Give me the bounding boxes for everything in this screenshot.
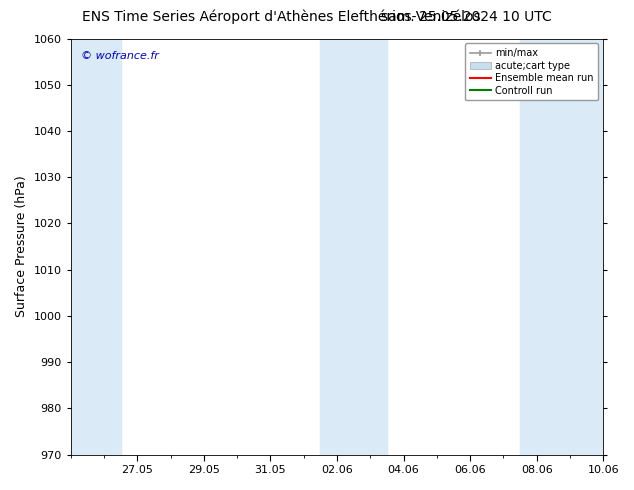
Bar [71, 39, 120, 455]
Legend: min/max, acute;cart type, Ensemble mean run, Controll run: min/max, acute;cart type, Ensemble mean … [465, 44, 598, 100]
Text: ENS Time Series Aéroport d'Athènes Elefthérios-Venizélos: ENS Time Series Aéroport d'Athènes Eleft… [82, 10, 481, 24]
Text: © wofrance.fr: © wofrance.fr [81, 51, 159, 61]
Bar [520, 39, 603, 455]
Text: sam. 25.05.2024 10 UTC: sam. 25.05.2024 10 UTC [381, 10, 552, 24]
Bar [320, 39, 387, 455]
Y-axis label: Surface Pressure (hPa): Surface Pressure (hPa) [15, 176, 28, 318]
